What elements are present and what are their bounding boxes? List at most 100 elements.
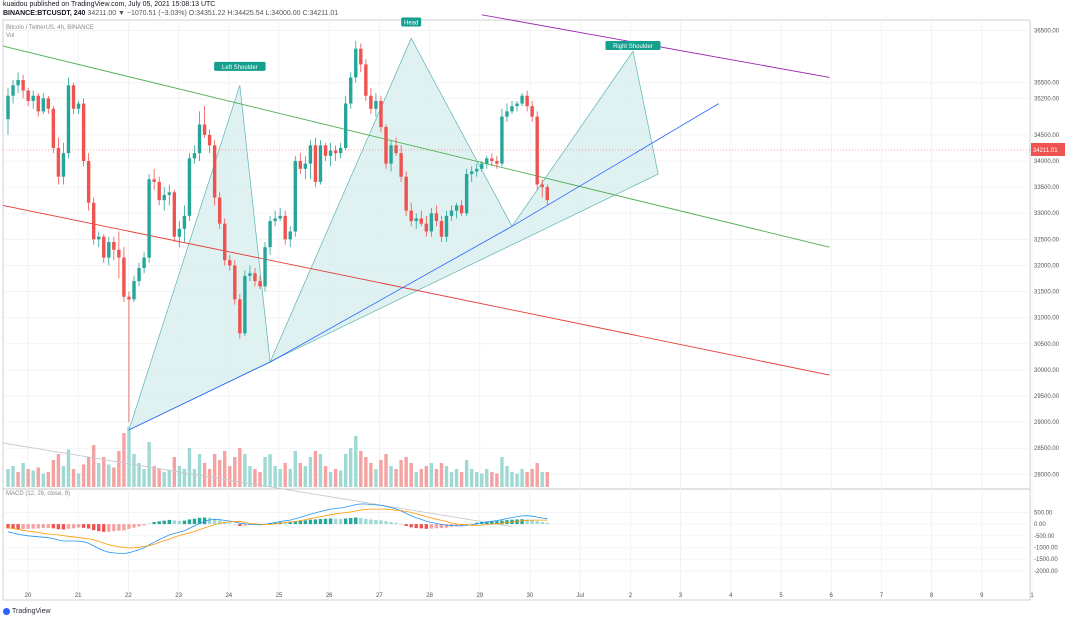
candle bbox=[328, 150, 333, 156]
macd-hist-bar bbox=[409, 524, 413, 528]
volume-bar bbox=[41, 473, 45, 487]
candle bbox=[540, 184, 544, 188]
macd-hist-bar bbox=[303, 520, 308, 525]
volume-bar bbox=[71, 469, 76, 487]
candle bbox=[424, 223, 429, 232]
macd-hist-bar bbox=[61, 524, 66, 530]
candle bbox=[258, 281, 262, 287]
price-tick-label: 29500.00 bbox=[1034, 394, 1060, 400]
volume-bar bbox=[515, 473, 519, 487]
macd-hist-bar bbox=[399, 524, 403, 525]
volume-bar bbox=[288, 469, 292, 487]
candle bbox=[11, 85, 15, 96]
candle bbox=[81, 103, 86, 161]
macd-tick-label: -1500.00 bbox=[1034, 557, 1058, 563]
volume-bar bbox=[439, 463, 444, 487]
candle bbox=[248, 273, 252, 276]
volume-bar bbox=[313, 451, 318, 487]
macd-hist-bar bbox=[444, 524, 449, 528]
volume-bar bbox=[66, 449, 71, 487]
candle bbox=[510, 106, 514, 112]
volume-bar bbox=[228, 466, 232, 487]
volume-bar bbox=[414, 472, 418, 487]
volume-bar bbox=[197, 454, 202, 487]
macd-hist-bar bbox=[238, 524, 242, 526]
candle bbox=[102, 236, 106, 258]
volume-bar bbox=[51, 460, 56, 487]
candle bbox=[147, 179, 151, 258]
volume-bar bbox=[444, 466, 449, 487]
price-tick-label: 28000.00 bbox=[1034, 472, 1060, 478]
candle bbox=[66, 85, 71, 154]
pattern-label-left-shoulder: Left Shoulder bbox=[222, 65, 258, 71]
macd-tick-label: -2000.00 bbox=[1034, 569, 1058, 575]
candle bbox=[374, 100, 378, 109]
macd-hist-bar bbox=[223, 522, 227, 525]
x-tick-label: Jul bbox=[576, 593, 584, 599]
volume-bar bbox=[540, 472, 544, 487]
candle bbox=[303, 163, 308, 169]
candle bbox=[177, 228, 182, 237]
macd-hist-bar bbox=[192, 518, 197, 525]
volume-bar bbox=[192, 469, 197, 487]
macd-legend[interactable]: MACD (12, 26, close, 9) bbox=[6, 491, 71, 497]
candle bbox=[545, 187, 549, 201]
volume-bar bbox=[122, 433, 126, 487]
candle bbox=[207, 134, 212, 146]
plot-frame bbox=[2, 19, 1031, 601]
macd-hist-bar bbox=[530, 520, 534, 525]
x-tick-label: 6 bbox=[830, 593, 834, 599]
volume-bar bbox=[530, 469, 534, 487]
ohlc-values: 34211.00 ▼ −1070.51 (−3.03%) O:34351.22 … bbox=[87, 10, 339, 17]
candle bbox=[21, 80, 25, 91]
macd-hist-bar bbox=[369, 519, 373, 525]
candle bbox=[389, 145, 393, 164]
candle bbox=[197, 124, 202, 154]
volume-legend[interactable]: Vol bbox=[6, 33, 15, 39]
candle bbox=[41, 98, 45, 112]
volume-bar bbox=[283, 463, 287, 487]
symbol-ohlc-line: BINANCE:BTCUSDT, 240 34211.00 ▼ −1070.51… bbox=[3, 10, 338, 17]
candle bbox=[505, 111, 509, 117]
tradingview-brand[interactable]: TradingView bbox=[3, 608, 51, 615]
pattern-label-bg bbox=[605, 40, 661, 50]
price-tick-label: 29000.00 bbox=[1034, 420, 1060, 426]
candle bbox=[313, 145, 318, 182]
price-pane-legend[interactable]: Bitcoin / TetherUS, 4h, BINANCE bbox=[6, 25, 94, 31]
macd-hist-bar bbox=[540, 522, 544, 525]
volume-bar bbox=[404, 457, 408, 487]
volume-bar bbox=[419, 469, 423, 487]
volume-bar bbox=[545, 472, 549, 487]
candle bbox=[500, 116, 504, 164]
x-tick-label: 29 bbox=[476, 593, 483, 599]
candle bbox=[263, 247, 267, 287]
candle bbox=[318, 145, 323, 182]
volume-bar bbox=[11, 466, 15, 487]
candle bbox=[293, 161, 297, 232]
macd-hist-bar bbox=[162, 520, 166, 525]
volume-bar bbox=[147, 442, 151, 487]
macd-hist-bar bbox=[46, 524, 51, 528]
candle bbox=[419, 218, 423, 224]
symbol-label: BINANCE:BTCUSDT, 240 bbox=[3, 10, 86, 17]
volume-bar bbox=[56, 454, 61, 487]
volume-bar bbox=[177, 466, 182, 487]
volume-bar bbox=[278, 469, 282, 487]
x-tick-label: 9 bbox=[980, 593, 984, 599]
macd-hist-bar bbox=[459, 524, 464, 526]
trendline-grey bbox=[2, 442, 513, 528]
volume-bar bbox=[490, 472, 494, 487]
macd-hist-bar bbox=[167, 519, 171, 525]
volume-bar bbox=[86, 457, 91, 487]
volume-bar bbox=[217, 460, 222, 487]
macd-hist-bar bbox=[394, 522, 398, 525]
macd-hist-bar bbox=[298, 520, 303, 525]
candle bbox=[228, 260, 232, 266]
macd-hist-bar bbox=[283, 522, 287, 525]
candle bbox=[323, 145, 328, 156]
candle bbox=[525, 95, 529, 107]
volume-bar bbox=[187, 448, 192, 487]
volume-bar bbox=[21, 463, 25, 487]
volume-bar bbox=[263, 457, 267, 487]
